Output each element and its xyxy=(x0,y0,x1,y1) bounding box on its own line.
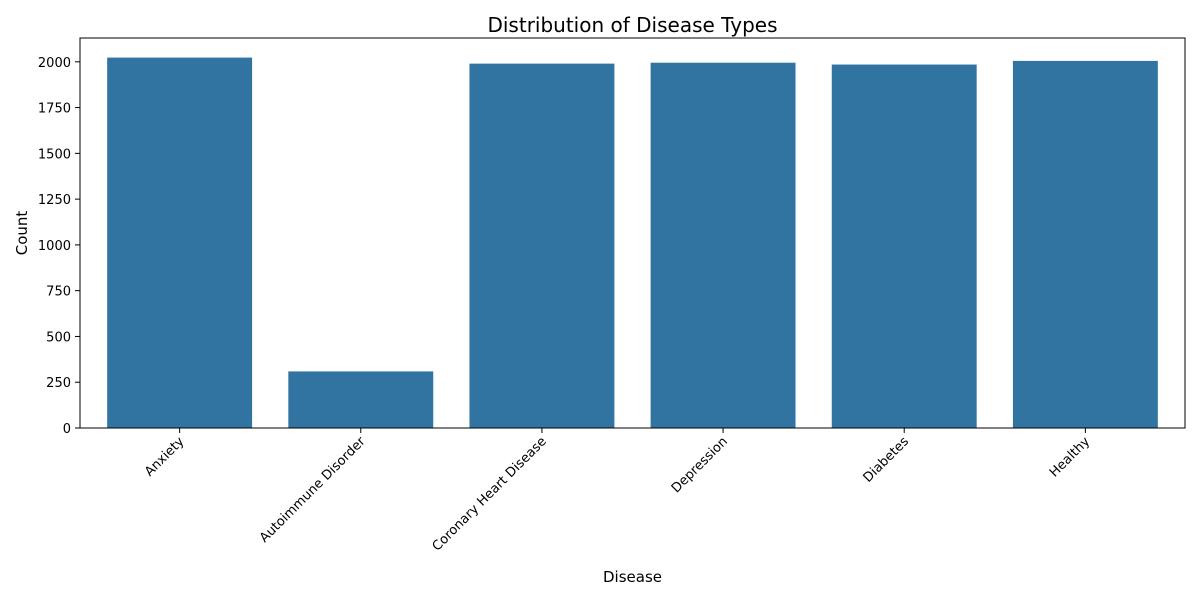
y-tick-label: 2000 xyxy=(38,56,71,71)
bar-coronary-heart-disease xyxy=(469,63,615,428)
bar-depression xyxy=(650,62,796,428)
y-axis-label: Count xyxy=(13,211,31,256)
x-axis-label: Disease xyxy=(603,568,662,586)
y-tick-label: 0 xyxy=(63,422,71,437)
x-tick-label: Diabetes xyxy=(861,434,913,486)
y-tick-label: 500 xyxy=(46,330,71,345)
x-tick-label: Healthy xyxy=(1047,434,1093,480)
chart-title: Distribution of Disease Types xyxy=(487,13,777,37)
y-tick-label: 1750 xyxy=(38,102,71,117)
x-tick-label: Depression xyxy=(669,434,731,496)
axes-frame xyxy=(79,37,1186,429)
bar-healthy xyxy=(1012,60,1158,428)
y-tick-label: 1500 xyxy=(38,147,71,162)
bar-diabetes xyxy=(831,64,977,429)
y-tick-label: 250 xyxy=(46,376,71,391)
bar-autoimmune-disorder xyxy=(288,371,434,428)
x-tick-label: Anxiety xyxy=(142,434,188,480)
y-tick-label: 750 xyxy=(46,285,71,300)
x-tick-label: Coronary Heart Disease xyxy=(430,434,550,554)
bar-anxiety xyxy=(107,57,253,429)
plot-area: 0 250 500 750 1000 1250 1500 1750 2000 Anxiety Aut… xyxy=(38,37,1186,554)
y-tick-label: 1000 xyxy=(38,239,71,254)
y-tick-label: 1250 xyxy=(38,193,71,208)
x-tick-label: Autoimmune Disorder xyxy=(257,434,369,546)
